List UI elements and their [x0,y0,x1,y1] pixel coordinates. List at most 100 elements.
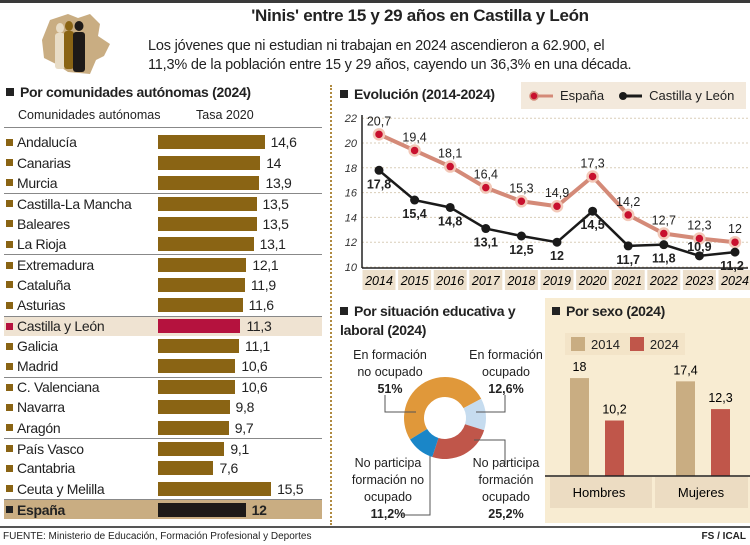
region-bar [158,216,257,231]
region-bar [158,258,247,273]
castilla-leon-map-silhouettes-icon [42,14,110,74]
data-label: 18,1 [438,147,462,161]
y-tick-label: 14 [345,212,357,224]
region-value: 9,8 [235,399,255,416]
data-label: 14,5 [580,218,604,232]
bar-value: 12,3 [708,391,732,405]
region-value: 14,6 [270,134,297,151]
x-tick-label: 2017 [471,274,501,288]
sex-bar [711,409,730,476]
x-tick-box [682,270,716,290]
region-value: 15,5 [277,480,304,497]
region-name: La Rioja [17,236,66,253]
bullet-icon [6,403,13,411]
region-name: Cataluña [17,276,71,293]
donut-slice [432,424,485,459]
region-name: Galicia [17,338,58,355]
x-tick-label: 2021 [613,274,642,288]
region-name: Canarias [17,154,71,171]
slice-label-3: No participa formación no ocupado 11,2% [351,456,425,521]
region-value: 11,3 [246,318,272,335]
region-value: 9,1 [230,440,249,457]
x-tick-box [504,270,538,290]
region-name: Murcia [17,174,58,191]
region-name: Andalucía [17,134,77,151]
slice-label-2: No participa formación ocupado 25,2% [472,456,540,521]
data-point [515,195,528,208]
region-bar [158,461,214,476]
region-row: Castilla-La Mancha 13,5 [4,193,322,213]
bullet-icon [6,240,13,248]
x-tick-label: 2019 [542,274,571,288]
top-rule [0,0,750,3]
bullet-icon [6,301,13,309]
bullet-icon [6,322,13,330]
source-note: FUENTE: Ministerio de Educación, Formaci… [3,531,312,542]
data-point [621,208,635,222]
x-tick-box [718,270,750,290]
regions-bar-chart: Andalucía 14,6 Canarias 14 Murcia 13,9 Castill… [4,132,322,520]
data-label: 10,9 [687,240,711,254]
evolution-section-title: Evolución (2014-2024) [340,86,495,102]
leader-line [402,456,431,516]
x-tick-box [362,270,396,290]
data-point [657,227,671,240]
legend-label-2014: 2014 [591,336,620,352]
legend-swatch-2014 [571,337,585,351]
region-name: Baleares [17,215,70,232]
data-label: 12,3 [687,218,711,232]
bullet-icon [6,506,13,514]
region-row: Cantabria 7,6 [4,458,322,478]
bullet-icon [6,159,13,167]
x-tick-box [398,270,432,290]
region-bar [158,237,254,252]
bullet-icon [6,179,13,187]
y-tick-label: 20 [344,138,358,150]
data-point [728,235,742,249]
sex-legend: 2014 2024 [565,333,685,355]
region-row: C. Valenciana 10,6 [4,376,322,397]
divider [4,127,322,128]
region-row: Madrid 10,6 [4,356,322,376]
data-label: 14,9 [545,186,569,200]
x-tick-label: 2015 [400,274,429,288]
page-title: 'Ninis' entre 15 y 29 años en Castilla y… [251,6,589,25]
region-value: 14 [266,154,282,171]
column-header-rate: Tasa 2020 [196,108,254,122]
x-tick-label: 2020 [578,274,607,288]
region-value: 13,5 [262,215,289,232]
data-label: 15,4 [402,207,426,221]
bullet-icon [6,261,13,269]
data-point [730,247,740,257]
data-label: 17,3 [580,156,604,170]
region-row: Aragón 9,7 [4,417,322,437]
region-name: País Vasco [17,440,84,457]
data-point [445,202,455,212]
bullet-icon [6,445,13,453]
data-point [443,160,457,173]
leader-line [476,395,506,413]
x-tick-label: 2018 [506,274,535,288]
region-name: Castilla-La Mancha [17,195,132,212]
category-label: Hombres [573,485,626,500]
donut-slice [410,429,439,457]
data-point [694,251,704,261]
data-point [552,237,562,247]
region-row: Murcia 13,9 [4,173,322,193]
data-label: 17,8 [367,177,391,191]
data-point [586,170,599,183]
region-row: País Vasco 9,1 [4,437,322,458]
region-value: 11,6 [248,297,274,314]
region-bar [158,481,272,496]
data-label: 14,2 [616,195,640,209]
leader-line [384,395,416,413]
data-point [481,224,491,234]
y-tick-label: 22 [344,113,357,125]
region-bar [158,277,245,292]
region-value: 10,6 [241,358,268,375]
region-value: 11,1 [245,338,271,355]
region-row: España 12 [4,499,322,520]
region-row: Andalucía 14,6 [4,132,322,152]
x-tick-box [469,270,503,290]
